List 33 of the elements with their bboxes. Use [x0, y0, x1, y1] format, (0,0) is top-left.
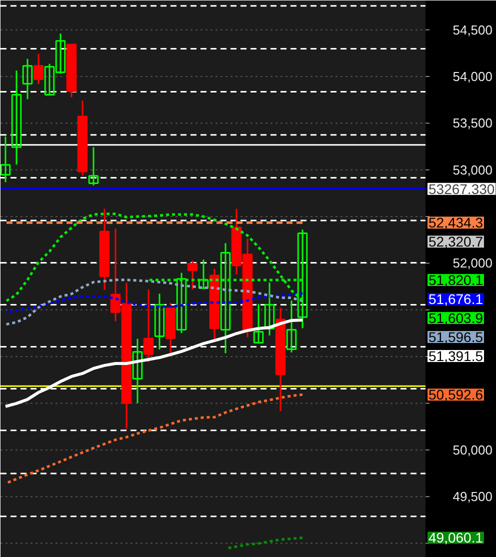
candlestick	[0, 136, 11, 183]
y-tick-label: 54,000	[452, 68, 493, 84]
text: 51,820.1	[428, 272, 484, 288]
candlestick	[297, 228, 308, 329]
text: 51,676.1	[428, 291, 484, 308]
candlestick	[176, 272, 187, 334]
candlestick	[11, 70, 22, 166]
candlestick	[33, 53, 44, 85]
candlestick	[143, 288, 154, 363]
text: 51,391.5	[428, 348, 484, 364]
candlestick	[253, 303, 264, 344]
text: 52,320.7	[428, 234, 484, 250]
y-tick-label: 53,500	[452, 116, 493, 131]
ref-line-label: 53267.330	[428, 180, 495, 197]
candlestick	[264, 282, 275, 336]
candlestick	[154, 293, 165, 350]
candlestick	[220, 242, 231, 354]
text: 50,592.6	[428, 386, 484, 403]
candlestick	[187, 260, 198, 290]
text: 51,603.9	[428, 310, 484, 326]
y-tick-label: 49,500	[452, 489, 493, 504]
candlestick	[22, 58, 33, 100]
y-tick-label: 50,000	[452, 442, 493, 458]
candlestick	[286, 300, 297, 354]
y-tick-label: 52,000	[452, 256, 493, 271]
y-tick-label: 53,000	[452, 162, 493, 178]
y-tick-label: 54,500	[452, 22, 493, 38]
candlestick	[88, 146, 99, 186]
text: 52,434.3	[428, 214, 484, 231]
candlestick	[132, 338, 143, 404]
text: 51,596.5	[428, 329, 484, 346]
text: 49,060.1	[428, 530, 484, 546]
candlestick	[198, 258, 209, 289]
